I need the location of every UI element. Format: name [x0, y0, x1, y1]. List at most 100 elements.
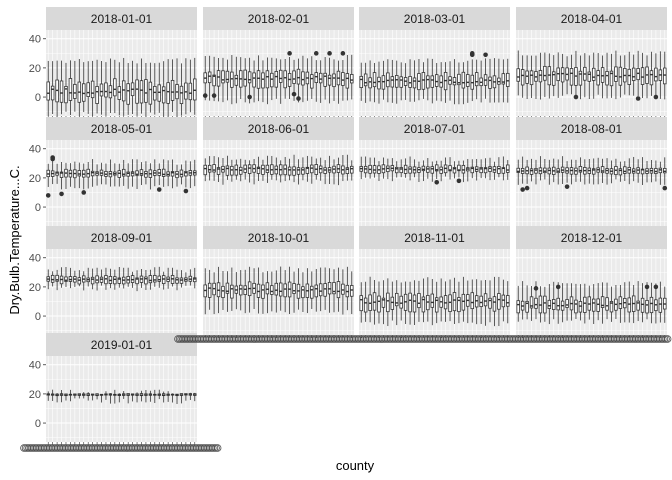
box	[216, 167, 221, 175]
outlier-point	[59, 191, 64, 197]
box	[216, 70, 221, 87]
facet-strip	[516, 117, 667, 140]
box	[574, 299, 578, 314]
box	[381, 297, 386, 308]
box	[144, 276, 148, 285]
box	[278, 282, 283, 297]
box	[408, 166, 412, 174]
y-tick-label: 40	[29, 360, 41, 372]
box	[426, 75, 430, 89]
box	[543, 65, 547, 81]
box	[221, 70, 225, 84]
box	[225, 70, 230, 83]
box	[399, 167, 403, 174]
box	[265, 282, 270, 295]
box	[77, 170, 82, 177]
box	[230, 71, 234, 88]
outlier-point	[653, 94, 659, 100]
box	[395, 292, 399, 307]
box	[327, 281, 332, 295]
outlier-point	[247, 94, 252, 100]
box	[161, 86, 166, 104]
box	[225, 165, 230, 176]
box	[363, 73, 368, 87]
box	[439, 75, 443, 88]
box	[104, 82, 108, 98]
box	[274, 71, 279, 88]
box	[479, 295, 483, 308]
box	[483, 167, 488, 174]
box	[631, 67, 636, 81]
box	[203, 164, 207, 176]
facet-panel-2018-09-01: 2018-09-01 0 20 40	[29, 226, 197, 338]
box	[184, 82, 188, 100]
box	[452, 292, 457, 312]
box	[434, 74, 439, 87]
x-axis-title: county	[336, 458, 375, 473]
box	[452, 77, 457, 86]
box	[207, 164, 212, 173]
panel-background	[46, 249, 197, 335]
box	[663, 67, 667, 85]
box	[636, 300, 640, 311]
box	[256, 166, 261, 174]
box	[538, 70, 543, 83]
panel-background	[516, 30, 667, 116]
panel-background	[359, 140, 510, 226]
box	[525, 300, 529, 313]
box	[234, 74, 239, 86]
box	[654, 67, 658, 82]
box	[139, 80, 144, 104]
box	[430, 293, 435, 308]
facet-strip-label: 2018-05-01	[91, 122, 153, 136]
x-tick-label-glyph	[663, 335, 672, 343]
box	[341, 72, 345, 86]
y-axis-title: Dry.Bulb.Temperature...C.	[7, 165, 22, 314]
outlier-point	[327, 51, 332, 56]
box	[135, 79, 139, 104]
box	[399, 76, 403, 88]
box	[552, 299, 556, 310]
box	[296, 68, 301, 85]
panel-background	[359, 30, 510, 116]
outlier-point	[662, 185, 668, 191]
box	[157, 275, 161, 282]
box	[90, 80, 95, 99]
box	[179, 85, 184, 105]
box	[430, 166, 435, 174]
box	[605, 297, 609, 311]
outlier-point	[50, 156, 55, 162]
box	[492, 296, 497, 312]
y-tick-label: 20	[29, 63, 41, 75]
box	[658, 297, 663, 313]
outlier-point	[287, 51, 292, 56]
box	[488, 166, 492, 172]
box	[126, 171, 130, 177]
panel-background	[46, 140, 197, 226]
box	[623, 166, 627, 174]
box	[247, 164, 252, 174]
box	[618, 296, 623, 309]
box	[243, 69, 247, 87]
box	[301, 71, 305, 86]
facet-strip	[203, 117, 354, 140]
box	[314, 284, 318, 298]
box	[161, 168, 166, 177]
box	[230, 284, 234, 299]
box	[68, 78, 73, 101]
outlier-point	[211, 93, 217, 98]
box	[73, 83, 77, 99]
box	[591, 67, 596, 81]
box	[497, 166, 501, 174]
box	[412, 77, 417, 89]
box	[153, 274, 157, 283]
box	[135, 170, 139, 176]
box	[618, 168, 623, 176]
outlier-point	[202, 93, 208, 98]
box	[412, 294, 417, 313]
box	[600, 166, 605, 174]
box	[179, 169, 184, 178]
x-tick-labels-row-4	[20, 444, 222, 452]
box	[457, 73, 461, 86]
box	[645, 300, 649, 314]
